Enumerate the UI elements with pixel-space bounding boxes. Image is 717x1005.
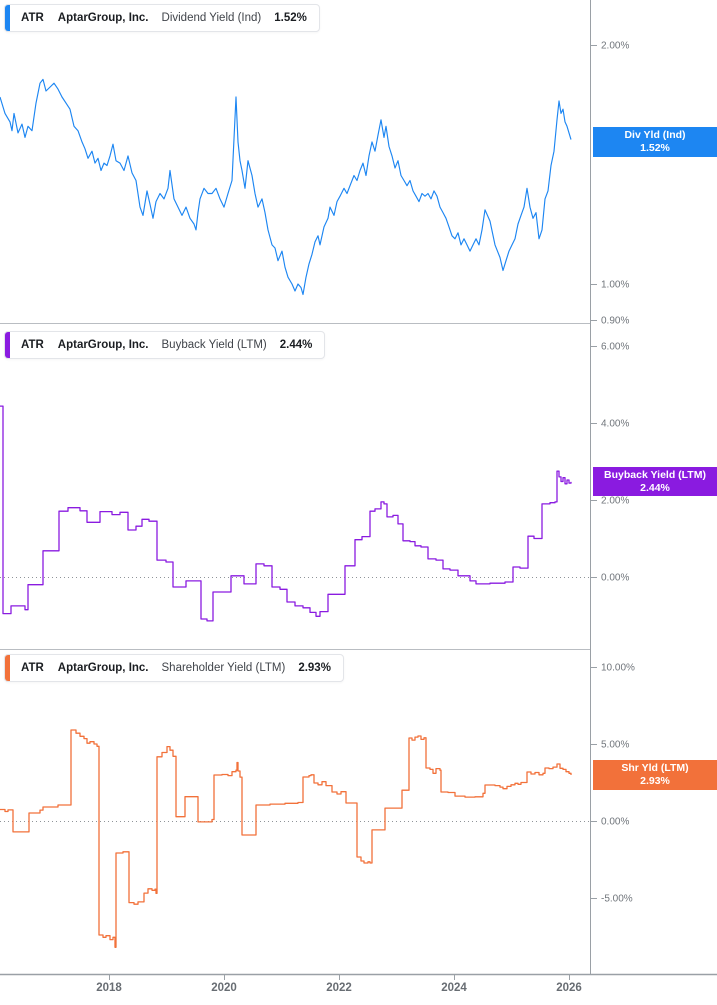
y-tick-label: 1.00% [601, 279, 630, 290]
y-tick-label: 2.00% [601, 495, 630, 506]
ticker-symbol: ATR [21, 339, 44, 351]
metric-value: 2.44% [279, 339, 313, 351]
y-tick-label: 0.00% [601, 816, 630, 827]
series-legend-shareholder-yield[interactable]: ATR AptarGroup, Inc. Shareholder Yield (… [4, 654, 344, 682]
y-tick-label: -5.00% [601, 893, 633, 904]
metric-name: Buyback Yield (LTM) [161, 339, 267, 351]
company-name: AptarGroup, Inc. [57, 339, 149, 351]
series-line-dividend-yield-ind- [0, 78, 572, 296]
y-tick-label: 0.90% [601, 315, 630, 326]
series-color-bar [5, 655, 10, 681]
x-axis-year-label: 2026 [556, 982, 582, 994]
x-axis-year-label: 2024 [441, 982, 467, 994]
company-name: AptarGroup, Inc. [57, 12, 149, 24]
last-value-badge-dividend-yield: Div Yld (Ind) 1.52% [593, 127, 717, 157]
series-color-bar [5, 332, 10, 358]
x-axis-year-label: 2020 [211, 982, 237, 994]
y-tick-label: 6.00% [601, 341, 630, 352]
badge-label: Buyback Yield (LTM) [604, 468, 706, 481]
metric-name: Dividend Yield (Ind) [161, 12, 262, 24]
metric-name: Shareholder Yield (LTM) [161, 662, 286, 674]
badge-value: 1.52% [640, 142, 670, 154]
series-line-buyback-yield-ltm- [0, 405, 572, 622]
y-tick-label: 10.00% [601, 662, 635, 673]
series-color-bar [5, 5, 10, 31]
badge-value: 2.44% [640, 481, 670, 494]
y-tick-label: 2.00% [601, 40, 630, 51]
series-legend-buyback-yield[interactable]: ATR AptarGroup, Inc. Buyback Yield (LTM)… [4, 331, 326, 359]
y-tick-label: 0.00% [601, 572, 630, 583]
last-value-badge-buyback-yield: Buyback Yield (LTM) 2.44% [593, 467, 717, 496]
y-tick-label: 5.00% [601, 739, 630, 750]
ticker-symbol: ATR [21, 12, 44, 24]
last-value-badge-shareholder-yield: Shr Yld (LTM) 2.93% [593, 760, 717, 790]
series-line-shareholder-yield-ltm- [0, 729, 572, 948]
badge-value: 2.93% [640, 775, 670, 787]
y-tick-label: 4.00% [601, 418, 630, 429]
x-axis-year-label: 2022 [326, 982, 352, 994]
ticker-symbol: ATR [21, 662, 44, 674]
metric-value: 2.93% [298, 662, 331, 674]
metric-value: 1.52% [274, 12, 307, 24]
x-axis-year-label: 2018 [96, 982, 122, 994]
badge-label: Shr Yld (LTM) [621, 762, 689, 774]
series-legend-dividend-yield[interactable]: ATR AptarGroup, Inc. Dividend Yield (Ind… [4, 4, 320, 32]
badge-label: Div Yld (Ind) [624, 129, 686, 141]
company-name: AptarGroup, Inc. [57, 662, 149, 674]
